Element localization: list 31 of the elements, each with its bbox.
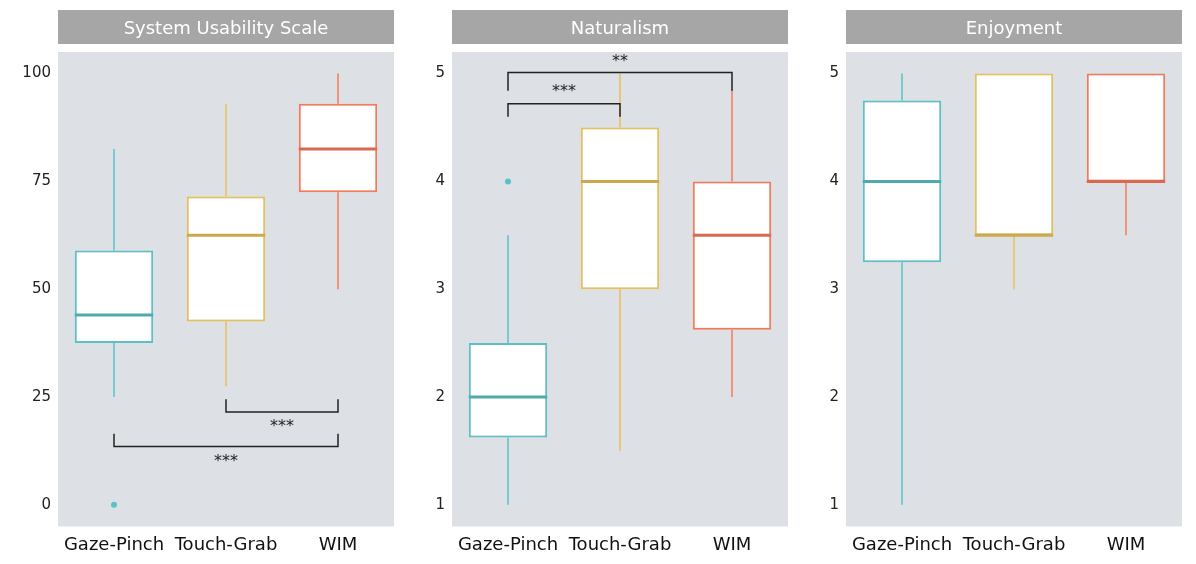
- x-tick-label: Touch-Grab: [961, 532, 1066, 554]
- chart-title: Enjoyment: [846, 10, 1182, 44]
- x-tick-label: Gaze-Pinch: [63, 532, 165, 554]
- x-tick-label: Gaze-Pinch: [851, 532, 953, 554]
- x-tick-label: WIM: [1106, 532, 1146, 554]
- x-tick-label: WIM: [712, 532, 752, 554]
- annotation: ***: [270, 416, 294, 436]
- y-tick-label: 100: [22, 63, 51, 82]
- y-tick-label: 25: [31, 386, 51, 405]
- annotation: **: [612, 50, 628, 70]
- x-tick-label: Touch-Grab: [173, 532, 278, 554]
- y-tick-label: 5: [435, 63, 445, 82]
- y-tick-label: 2: [829, 386, 839, 405]
- y-tick-label: 2: [435, 386, 445, 405]
- y-tick-label: 0: [41, 494, 51, 513]
- y-tick-label: 4: [435, 171, 445, 190]
- y-tick-label: 3: [435, 279, 445, 298]
- y-tick-label: 3: [829, 279, 839, 298]
- x-tick-label: WIM: [318, 532, 358, 554]
- annotation: ***: [552, 81, 576, 101]
- x-tick-label: Gaze-Pinch: [457, 532, 559, 554]
- x-tick-label: Touch-Grab: [567, 532, 672, 554]
- y-tick-label: 1: [829, 494, 839, 513]
- chart-title: Naturalism: [452, 10, 788, 44]
- y-tick-label: 4: [829, 171, 839, 190]
- annotation: ***: [214, 450, 238, 470]
- y-tick-label: 50: [31, 279, 51, 298]
- y-tick-label: 1: [435, 494, 445, 513]
- chart-title: System Usability Scale: [58, 10, 394, 44]
- y-tick-label: 5: [829, 63, 839, 82]
- y-tick-label: 75: [31, 171, 51, 190]
